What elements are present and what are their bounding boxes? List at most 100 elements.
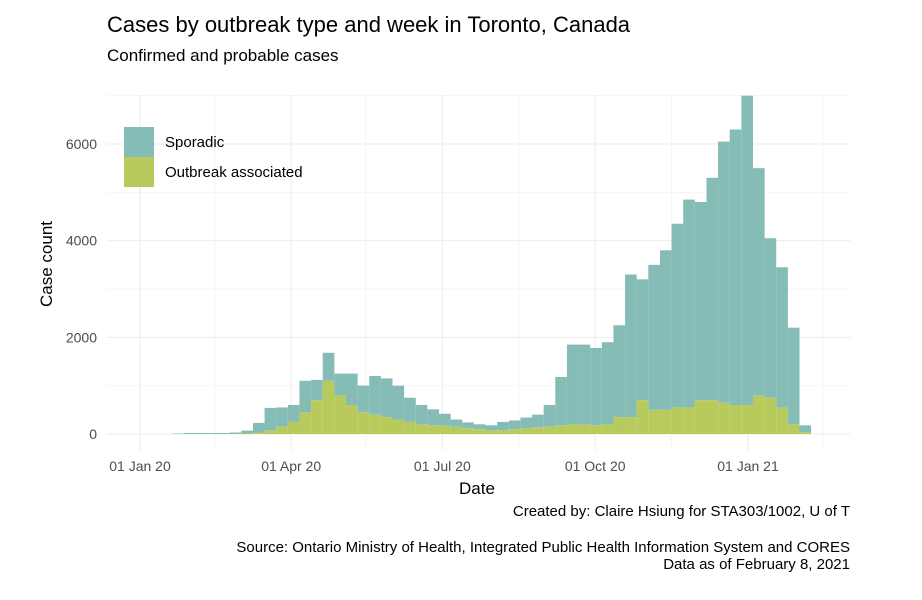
data-date-caption: Data as of February 8, 2021 — [663, 556, 850, 573]
bar-outbreak-associated — [450, 426, 463, 434]
bar-outbreak-associated — [322, 380, 335, 434]
y-tick-labels: 0 2000 4000 6000 — [66, 136, 97, 442]
y-tick-label: 2000 — [66, 329, 97, 345]
bar-sporadic — [683, 199, 695, 408]
bar-sporadic — [729, 129, 742, 405]
source-caption: Source: Ontario Ministry of Health, Inte… — [236, 539, 850, 556]
bar-outbreak-associated — [543, 426, 556, 434]
bar-sporadic — [415, 405, 428, 425]
y-tick-label: 6000 — [66, 136, 97, 152]
bar-sporadic — [485, 425, 498, 431]
x-tick-label: 01 Oct 20 — [565, 458, 626, 474]
bar-outbreak-associated — [613, 417, 626, 434]
bar-outbreak-associated — [497, 430, 509, 434]
bar-sporadic — [206, 433, 219, 434]
bar-outbreak-associated — [776, 407, 788, 434]
legend-swatch-outbreak — [124, 157, 154, 187]
bar-outbreak-associated — [764, 397, 777, 434]
bar-sporadic — [590, 347, 602, 426]
bar-sporadic — [311, 379, 323, 401]
bar-sporadic — [392, 385, 405, 420]
bar-sporadic — [357, 385, 370, 413]
bar-sporadic — [636, 279, 649, 401]
bar-sporadic — [252, 422, 265, 433]
bar-outbreak-associated — [311, 400, 323, 434]
bar-outbreak-associated — [625, 417, 637, 434]
bar-sporadic — [427, 409, 440, 426]
legend-swatch-sporadic — [124, 127, 154, 157]
bar-outbreak-associated — [729, 405, 742, 434]
bar-outbreak-associated — [473, 429, 486, 434]
bar-sporadic — [473, 424, 486, 430]
bar-outbreak-associated — [578, 424, 591, 434]
bar-sporadic — [601, 342, 614, 425]
bar-sporadic — [450, 419, 463, 427]
bar-sporadic — [543, 405, 556, 427]
bar-sporadic — [532, 414, 544, 428]
chart-title: Cases by outbreak type and week in Toron… — [107, 12, 631, 37]
x-tick-label: 01 Jul 20 — [414, 458, 471, 474]
bar-sporadic — [706, 177, 719, 401]
bar-sporadic — [287, 405, 300, 422]
bar-outbreak-associated — [671, 407, 684, 434]
bar-outbreak-associated — [369, 414, 381, 434]
bar-sporadic — [322, 352, 335, 381]
bar-outbreak-associated — [415, 424, 428, 434]
bar-sporadic — [276, 407, 288, 427]
bar-outbreak-associated — [520, 428, 533, 434]
bar-outbreak-associated — [590, 425, 602, 434]
y-tick-label: 0 — [89, 426, 97, 442]
bar-outbreak-associated — [741, 405, 753, 434]
x-axis-title: Date — [459, 479, 495, 498]
x-tick-label: 01 Jan 21 — [717, 458, 779, 474]
bar-outbreak-associated — [345, 405, 358, 434]
bar-outbreak-associated — [252, 432, 265, 434]
bar-sporadic — [194, 433, 207, 434]
bar-sporadic — [404, 397, 416, 422]
bar-outbreak-associated — [532, 427, 544, 434]
bar-sporadic — [183, 433, 195, 434]
bar-sporadic — [625, 274, 637, 418]
bar-outbreak-associated — [264, 430, 277, 434]
bar-sporadic — [369, 376, 381, 415]
bar-sporadic — [462, 422, 474, 429]
bar-outbreak-associated — [718, 402, 730, 434]
bar-outbreak-associated — [334, 395, 346, 434]
bar-sporadic — [659, 250, 672, 410]
bar-outbreak-associated — [427, 425, 440, 434]
bar-outbreak-associated — [799, 432, 812, 434]
bar-sporadic — [694, 202, 707, 401]
bar-outbreak-associated — [683, 407, 695, 434]
bar-outbreak-associated — [752, 395, 765, 434]
x-tick-label: 01 Apr 20 — [261, 458, 321, 474]
bar-outbreak-associated — [485, 430, 498, 434]
bar-sporadic — [218, 433, 230, 434]
stacked-bars — [171, 95, 812, 434]
bar-sporadic — [497, 421, 509, 431]
created-by-caption: Created by: Claire Hsiung for STA303/100… — [512, 503, 850, 520]
bar-sporadic — [334, 373, 346, 396]
bar-sporadic — [520, 417, 533, 429]
legend: Sporadic Outbreak associated — [124, 127, 303, 187]
bar-outbreak-associated — [299, 412, 312, 434]
bar-outbreak-associated — [555, 425, 567, 434]
bar-outbreak-associated — [659, 409, 672, 434]
bar-sporadic — [299, 380, 312, 413]
bar-sporadic — [752, 168, 765, 396]
bar-outbreak-associated — [694, 400, 707, 434]
bar-sporadic — [799, 425, 812, 433]
bar-outbreak-associated — [566, 424, 579, 434]
bar-sporadic — [508, 420, 521, 430]
bar-sporadic — [671, 223, 684, 408]
bar-sporadic — [380, 378, 393, 418]
bar-outbreak-associated — [601, 424, 614, 434]
bar-outbreak-associated — [357, 412, 370, 434]
bar-sporadic — [787, 327, 800, 425]
bar-sporadic — [555, 376, 567, 426]
bar-sporadic — [718, 141, 730, 403]
bar-outbreak-associated — [636, 400, 649, 434]
bar-sporadic — [648, 264, 660, 410]
bar-sporadic — [741, 95, 753, 406]
bar-sporadic — [229, 432, 242, 434]
